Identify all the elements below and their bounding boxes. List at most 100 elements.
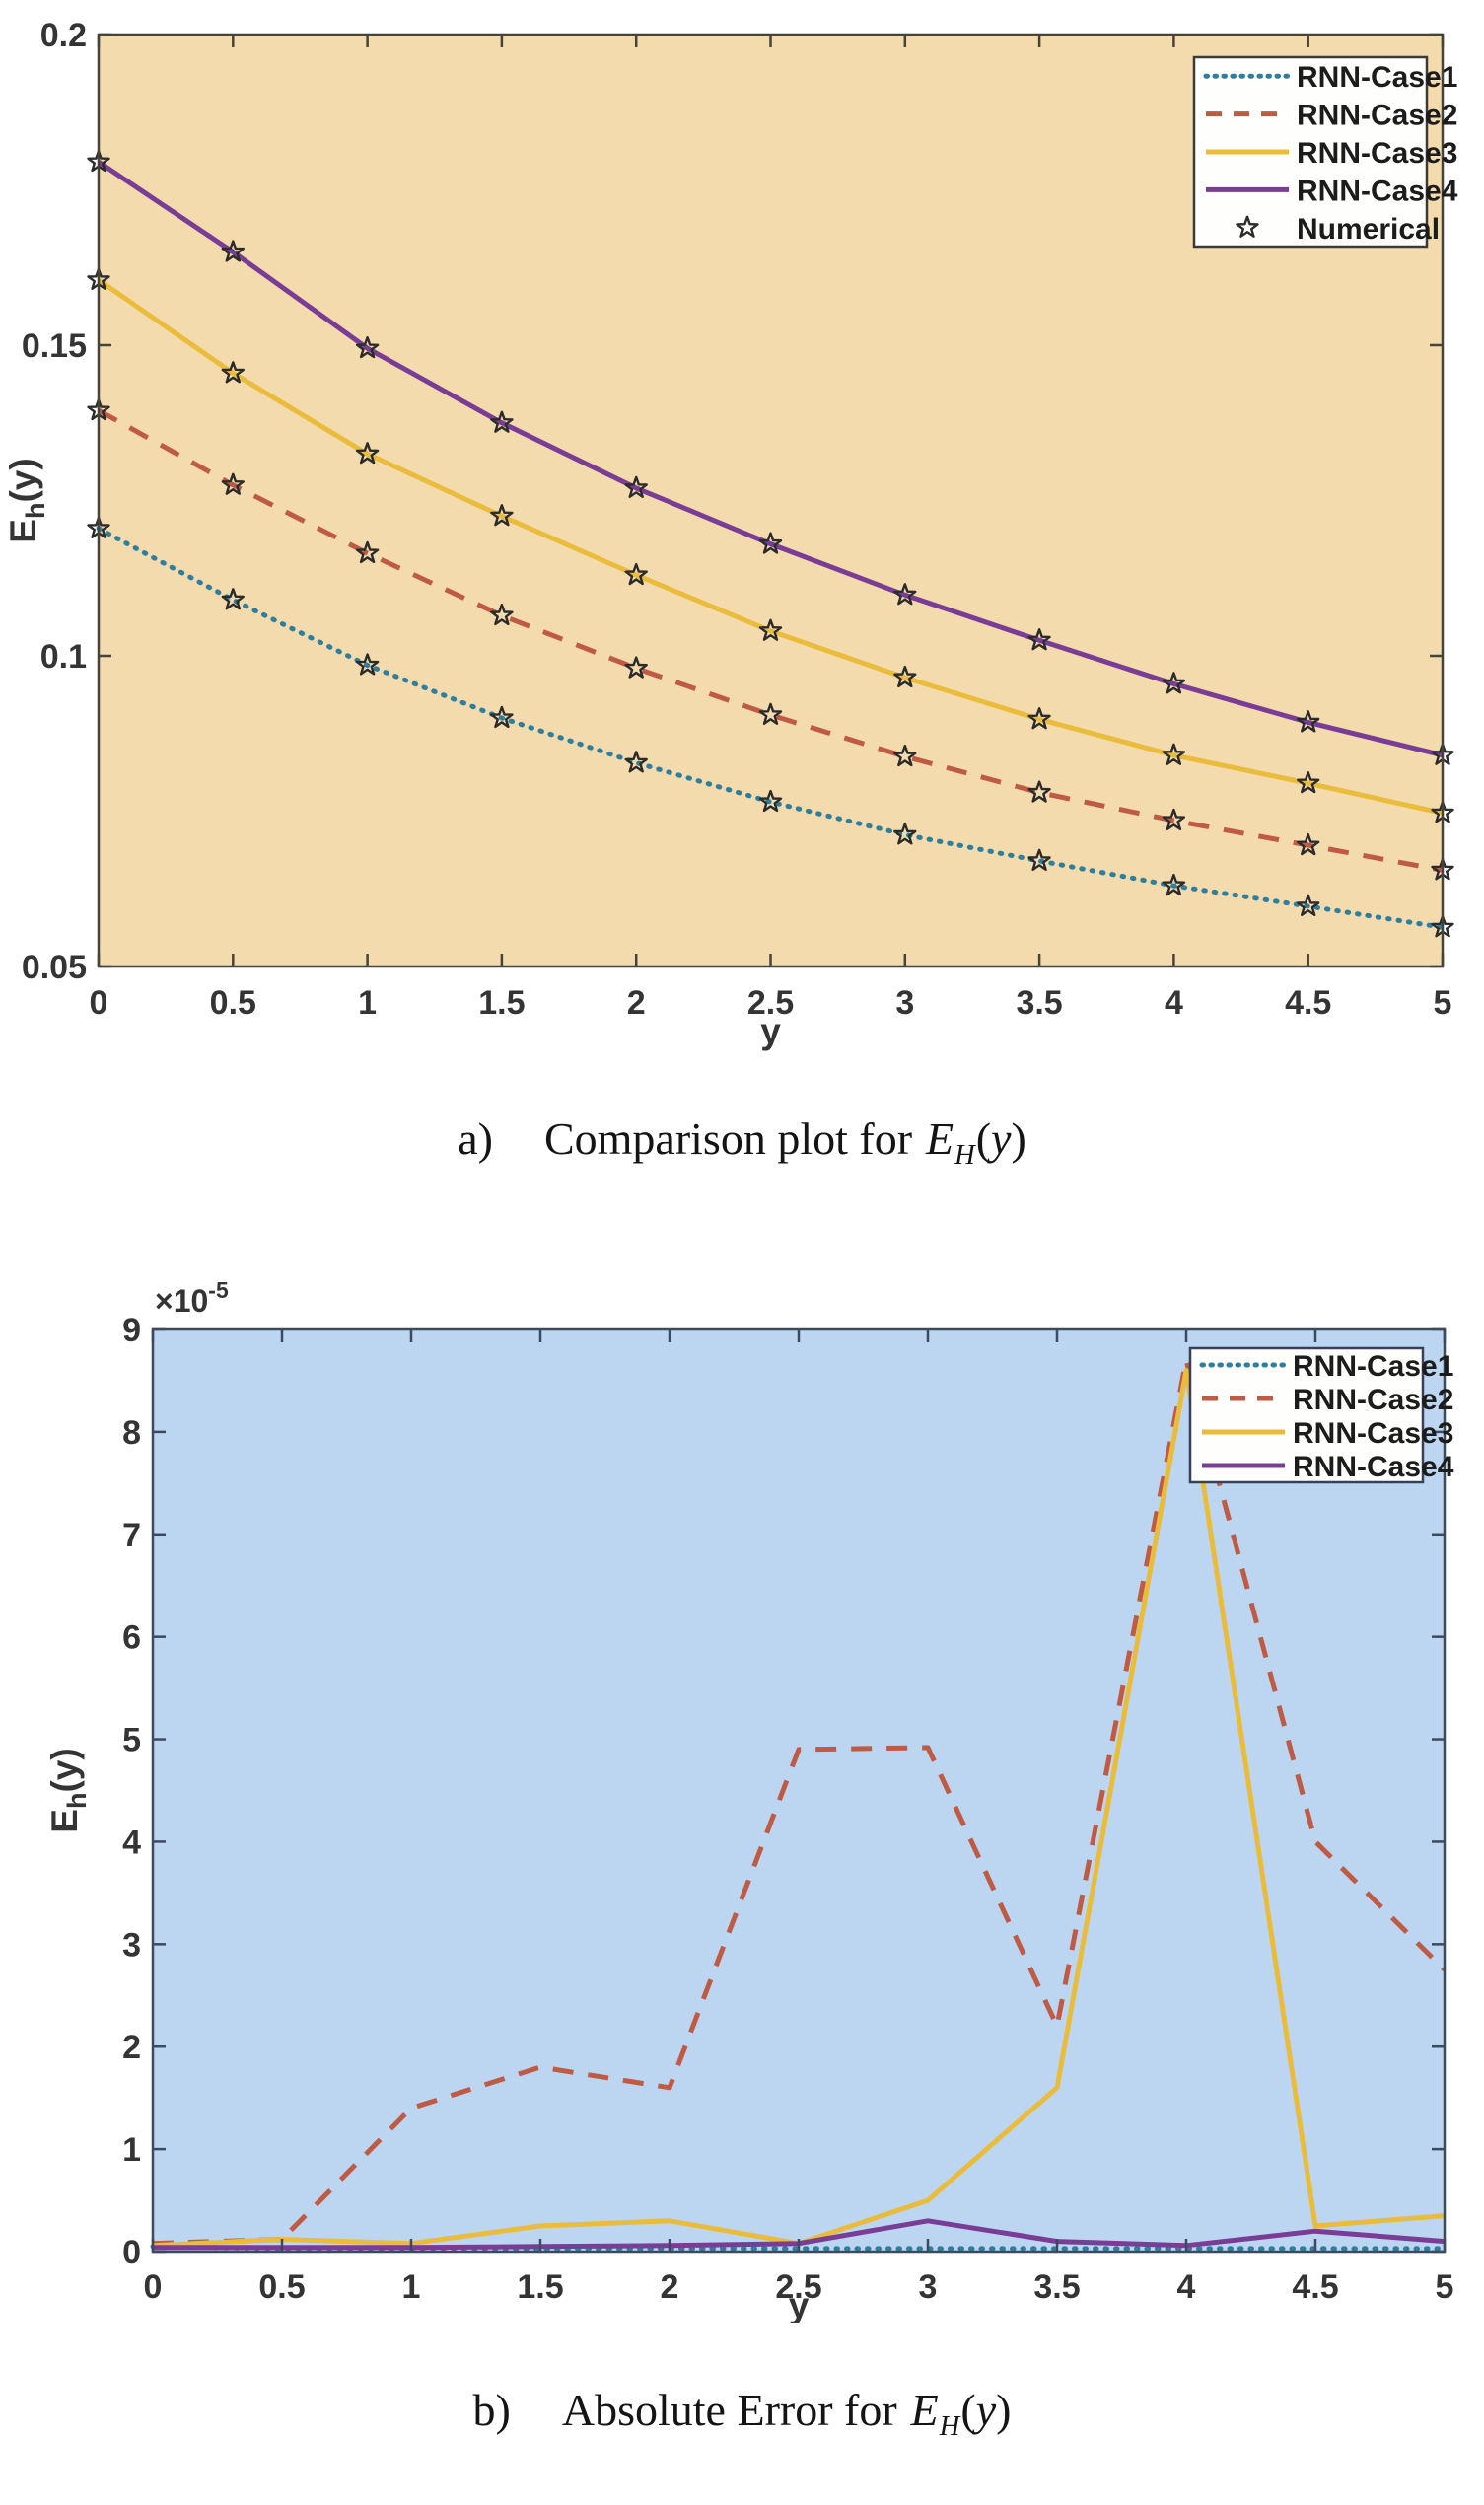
star-marker <box>355 540 380 564</box>
legend-label-RNN-Case2: RNN-Case2 <box>1293 1384 1453 1416</box>
legend-label-Numerical: Numerical <box>1297 213 1440 246</box>
y-tick-label: 0.15 <box>22 327 87 365</box>
series-line-RNN-Case4 <box>97 160 1444 758</box>
x-tick-label: 4.5 <box>1292 2268 1338 2306</box>
star-marker <box>624 751 648 773</box>
star-marker <box>1297 710 1320 733</box>
star-marker <box>490 504 514 527</box>
y-tick-label: 3 <box>122 1926 141 1964</box>
star-marker <box>1162 808 1186 830</box>
caption-b-label: b) <box>472 2385 511 2435</box>
star-marker <box>221 588 245 610</box>
tick-marks <box>97 33 1445 968</box>
x-tick-label: 3.5 <box>1033 2268 1080 2306</box>
x-axis-label: y <box>760 1011 781 1051</box>
x-tick-label: 2.5 <box>775 2268 821 2306</box>
x-tick-label: 3 <box>895 984 914 1022</box>
y-tick-label: 8 <box>122 1414 141 1452</box>
y-tick-label: 1 <box>122 2131 141 2169</box>
star-marker <box>1297 832 1320 856</box>
x-tick-label: 2 <box>661 2268 679 2306</box>
legend: RNN-Case1 RNN-Case2 RNN-Case3 RNN-Case4 Nume… <box>1192 55 1458 249</box>
star-marker <box>758 789 783 813</box>
y-tick-label: 7 <box>122 1517 141 1554</box>
x-axis-label: y <box>789 2285 810 2323</box>
series-line-RNN-Case3 <box>97 277 1444 816</box>
y-tick-label: 9 <box>122 1312 141 1349</box>
x-tick-label: 3.5 <box>1016 984 1062 1022</box>
star-marker <box>490 603 514 626</box>
x-tick-label: 5 <box>1434 984 1452 1022</box>
star-marker <box>624 562 648 586</box>
y-axis-exponent: ×10-5 <box>155 1277 229 1319</box>
legend-label-RNN-Case4: RNN-Case4 <box>1293 1451 1454 1483</box>
tick-labels: 0 0.5 1 1.5 2 2.5 3 3.5 4 4.5 5 0.05 0.1 0.15 0.2 <box>22 17 1452 1022</box>
x-tick-label: 1.5 <box>517 2268 563 2306</box>
y-tick-label: 0.1 <box>40 638 87 676</box>
x-tick-label: 1.5 <box>478 984 525 1022</box>
star-marker <box>221 240 245 262</box>
star-marker <box>355 442 380 465</box>
star-marker <box>624 656 648 679</box>
star-marker <box>893 744 917 767</box>
star-marker <box>1027 848 1051 871</box>
x-tick-label: 2.5 <box>747 984 794 1022</box>
series-line-RNN-Case1 <box>96 526 1446 930</box>
y-tick-label: 0.05 <box>22 949 87 986</box>
y-tick-label: 5 <box>122 1722 141 1759</box>
caption-b: b) Absolute Error for EH(y) <box>0 2323 1484 2505</box>
star-marker <box>1162 873 1186 896</box>
caption-a: a) Comparison plot for EH(y) <box>0 1055 1484 1262</box>
star-marker <box>1027 707 1051 730</box>
y-tick-label: 2 <box>122 2029 141 2066</box>
x-tick-label: 1 <box>358 984 377 1022</box>
x-tick-label: 4 <box>1177 2268 1196 2306</box>
legend-label-RNN-Case3: RNN-Case3 <box>1297 137 1457 170</box>
star-marker <box>355 653 380 676</box>
tick-marks <box>151 1327 1447 2254</box>
caption-a-text: Comparison plot for <box>543 1113 913 1164</box>
error-chart-block: 0 0.5 1 1.5 2 2.5 3 3.5 4 4.5 5 0 1 2 3 4 5 6 7 8 9 ×10-5 y Eh(… <box>0 1262 1484 2323</box>
star-marker <box>758 532 783 554</box>
x-tick-label: 0.5 <box>258 2268 305 2306</box>
star-marker <box>893 665 917 688</box>
legend-label-RNN-Case3: RNN-Case3 <box>1293 1417 1453 1450</box>
tick-labels: 0 0.5 1 1.5 2 2.5 3 3.5 4 4.5 5 0 1 2 3 4 5 6 7 8 9 <box>122 1312 1453 2306</box>
x-tick-label: 4 <box>1165 984 1183 1022</box>
star-marker <box>1297 771 1320 794</box>
x-tick-label: 2 <box>627 984 646 1022</box>
star-marker <box>1162 743 1186 765</box>
star-marker <box>758 618 783 641</box>
numerical-markers <box>87 150 1454 938</box>
star-marker <box>1027 780 1051 803</box>
absolute-error-plot: 0 0.5 1 1.5 2 2.5 3 3.5 4 4.5 5 0 1 2 3 4 5 6 7 8 9 ×10-5 y Eh(… <box>44 1277 1454 2323</box>
legend-box <box>1188 1346 1425 1484</box>
legend-label-RNN-Case4: RNN-Case4 <box>1297 175 1458 207</box>
x-tick-label: 0 <box>90 984 108 1022</box>
y-tick-label: 0 <box>122 2234 141 2271</box>
star-marker <box>893 823 917 845</box>
legend-label-RNN-Case1: RNN-Case1 <box>1297 61 1457 94</box>
star-marker <box>624 475 648 498</box>
y-tick-label: 0.2 <box>40 17 87 54</box>
y-tick-label: 4 <box>122 1824 141 1861</box>
series-group <box>96 160 1446 930</box>
star-marker <box>490 705 514 729</box>
caption-b-math: EH(y) <box>910 2385 1012 2442</box>
comparison-plot: 0 0.5 1 1.5 2 2.5 3 3.5 4 4.5 5 0.05 0.1 0.15 0.2 y Eh(y… <box>3 17 1458 1051</box>
star-marker <box>221 361 245 384</box>
legend-label-RNN-Case2: RNN-Case2 <box>1297 100 1457 132</box>
star-marker <box>490 410 514 433</box>
star-marker <box>1297 894 1320 916</box>
caption-b-text: Absolute Error for <box>561 2385 897 2435</box>
y-axis-label: Eh(y) <box>44 1748 92 1832</box>
star-marker <box>1027 628 1051 651</box>
caption-a-label: a) <box>458 1113 493 1164</box>
star-marker <box>758 702 783 725</box>
x-tick-label: 3 <box>919 2268 938 2306</box>
series-line-RNN-Case2 <box>97 407 1444 873</box>
x-tick-label: 1 <box>402 2268 421 2306</box>
x-tick-label: 0.5 <box>210 984 256 1022</box>
